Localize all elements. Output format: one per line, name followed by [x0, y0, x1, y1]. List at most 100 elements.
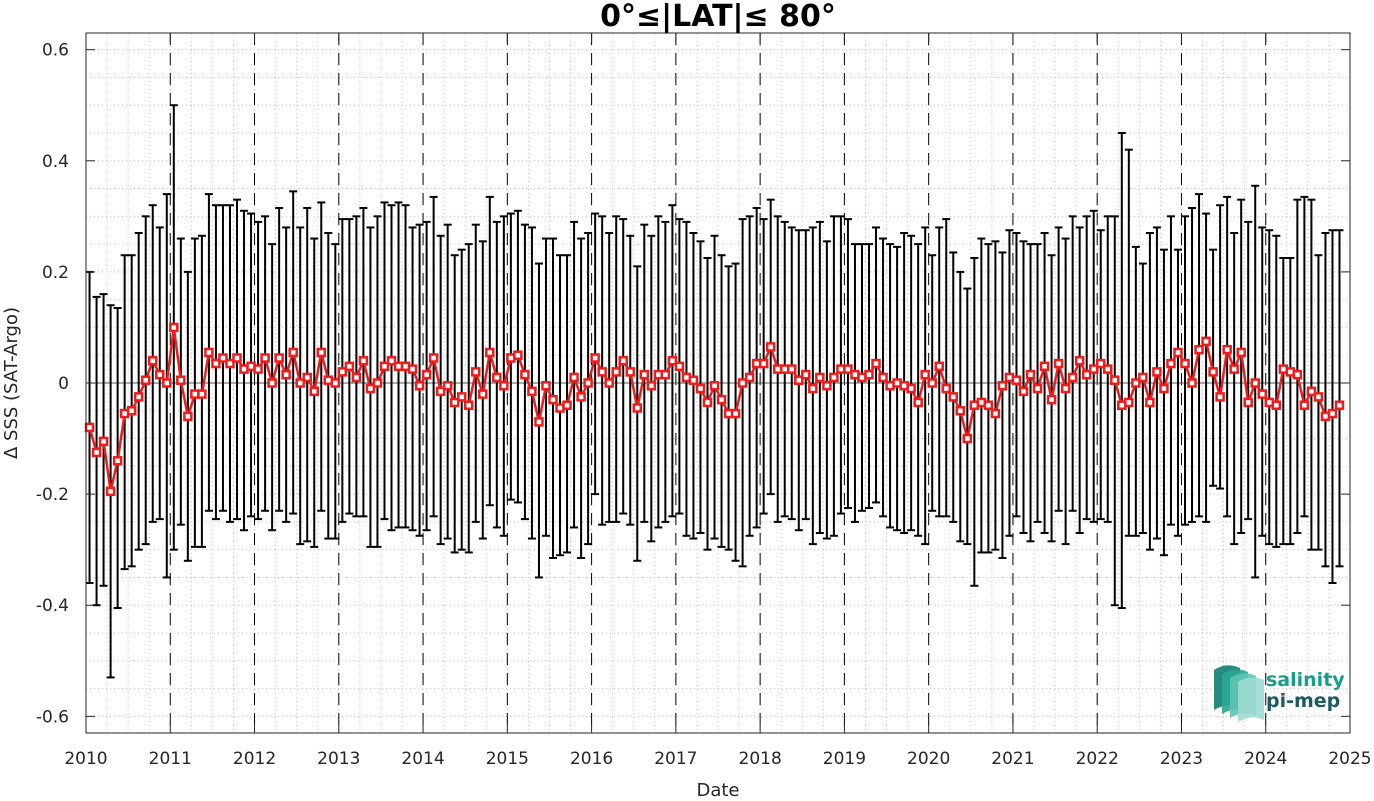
y-tick-label: -0.4: [36, 596, 69, 616]
data-point-marker: [337, 367, 348, 377]
data-point-marker: [1166, 358, 1176, 369]
y-tick-label: 0: [58, 374, 69, 394]
data-point-marker: [1334, 400, 1345, 410]
data-point-marker: [435, 386, 446, 397]
x-tick-label: 2018: [739, 749, 782, 769]
data-point-marker: [1046, 394, 1057, 405]
data-point-marker: [1292, 369, 1303, 380]
data-point-marker: [618, 356, 628, 366]
x-tick-label: 2021: [991, 749, 1034, 769]
data-point-marker: [674, 361, 685, 372]
data-point-marker: [449, 397, 460, 408]
data-point-marker: [822, 381, 832, 391]
x-tick-label: 2024: [1244, 749, 1287, 769]
data-point-marker: [583, 378, 593, 388]
data-point-marker: [197, 389, 207, 399]
data-point-marker: [590, 353, 600, 363]
data-point-marker: [1145, 397, 1155, 408]
y-tick-label: -0.6: [36, 707, 69, 727]
data-point-marker: [471, 367, 481, 377]
data-point-marker: [1060, 383, 1071, 394]
data-point-marker: [625, 367, 636, 377]
data-point-marker: [1243, 397, 1253, 408]
data-point-marker: [211, 358, 221, 369]
data-point-marker: [815, 372, 825, 383]
data-point-marker: [344, 361, 355, 372]
data-point-marker: [632, 403, 643, 413]
data-point-marker: [702, 397, 713, 408]
y-tick-label: 0.6: [42, 41, 69, 61]
data-point-marker: [871, 358, 881, 369]
data-point-marker: [611, 367, 621, 377]
data-point-marker: [112, 456, 123, 466]
data-point-marker: [253, 364, 263, 374]
data-point-marker: [407, 364, 418, 374]
data-point-marker: [941, 383, 952, 394]
data-point-marker: [716, 394, 727, 405]
y-tick-label: -0.2: [36, 485, 69, 505]
data-point-marker: [183, 411, 193, 422]
data-point-marker: [1025, 369, 1036, 380]
data-point-marker: [1053, 358, 1064, 369]
data-point-marker: [1327, 408, 1338, 419]
data-point-marker: [162, 378, 172, 388]
x-axis-label: Date: [696, 780, 739, 801]
x-tick-label: 2014: [401, 749, 444, 769]
data-point-marker: [688, 375, 699, 385]
data-point-marker: [421, 369, 432, 380]
data-point-marker: [1236, 347, 1246, 358]
data-point-marker: [1159, 383, 1169, 394]
ticks: [85, 33, 1351, 733]
logo-text-pi-mep: pi-mep: [1266, 690, 1340, 712]
data-point-marker: [428, 353, 439, 363]
data-point-marker: [372, 378, 383, 388]
data-point-marker: [302, 372, 312, 383]
data-point-marker: [1081, 369, 1092, 380]
data-point-marker: [330, 378, 341, 388]
x-tick-label: 2013: [317, 749, 360, 769]
data-point-marker: [1306, 386, 1317, 397]
data-point-marker: [527, 386, 537, 397]
data-point-marker: [1039, 361, 1050, 372]
data-point-marker: [281, 369, 291, 380]
data-point-marker: [878, 372, 888, 383]
data-point-marker: [414, 381, 425, 391]
data-point-marker: [1018, 386, 1029, 397]
data-point-marker: [1250, 378, 1260, 388]
data-point-marker: [513, 350, 523, 360]
data-point-marker: [787, 364, 797, 374]
data-point-marker: [955, 406, 966, 416]
data-point-marker: [646, 381, 657, 391]
logo-wave-shape: [1238, 677, 1264, 722]
y-tick-labels: -0.6 -0.4 -0.2 0 0.2 0.4 0.6: [36, 41, 69, 728]
x-tick-label: 2017: [654, 749, 697, 769]
data-point-marker: [639, 369, 650, 380]
y-tick-label: 0.2: [42, 263, 69, 283]
data-point-marker: [1152, 367, 1162, 377]
data-point-marker: [1173, 347, 1183, 358]
data-point-marker: [934, 361, 944, 372]
data-point-marker: [1271, 400, 1282, 410]
data-point-marker: [962, 433, 973, 444]
data-point-marker: [260, 353, 270, 363]
markers: [84, 322, 1345, 497]
x-tick-label: 2025: [1328, 749, 1371, 769]
data-point-marker: [1180, 358, 1190, 369]
data-point-marker: [576, 392, 586, 402]
data-point-marker: [91, 447, 102, 458]
data-point-marker: [379, 361, 390, 372]
data-point-marker: [765, 342, 776, 352]
data-point-marker: [1229, 364, 1239, 374]
data-point-marker: [1131, 378, 1141, 388]
x-tick-label: 2016: [570, 749, 613, 769]
x-tick-label: 2012: [233, 749, 276, 769]
data-point-marker: [295, 378, 305, 388]
data-point-marker: [232, 353, 242, 363]
data-point-marker: [1067, 372, 1078, 383]
x-tick-label: 2015: [486, 749, 529, 769]
data-point-marker: [288, 347, 298, 358]
data-point-marker: [906, 383, 916, 394]
data-point-marker: [913, 397, 923, 408]
